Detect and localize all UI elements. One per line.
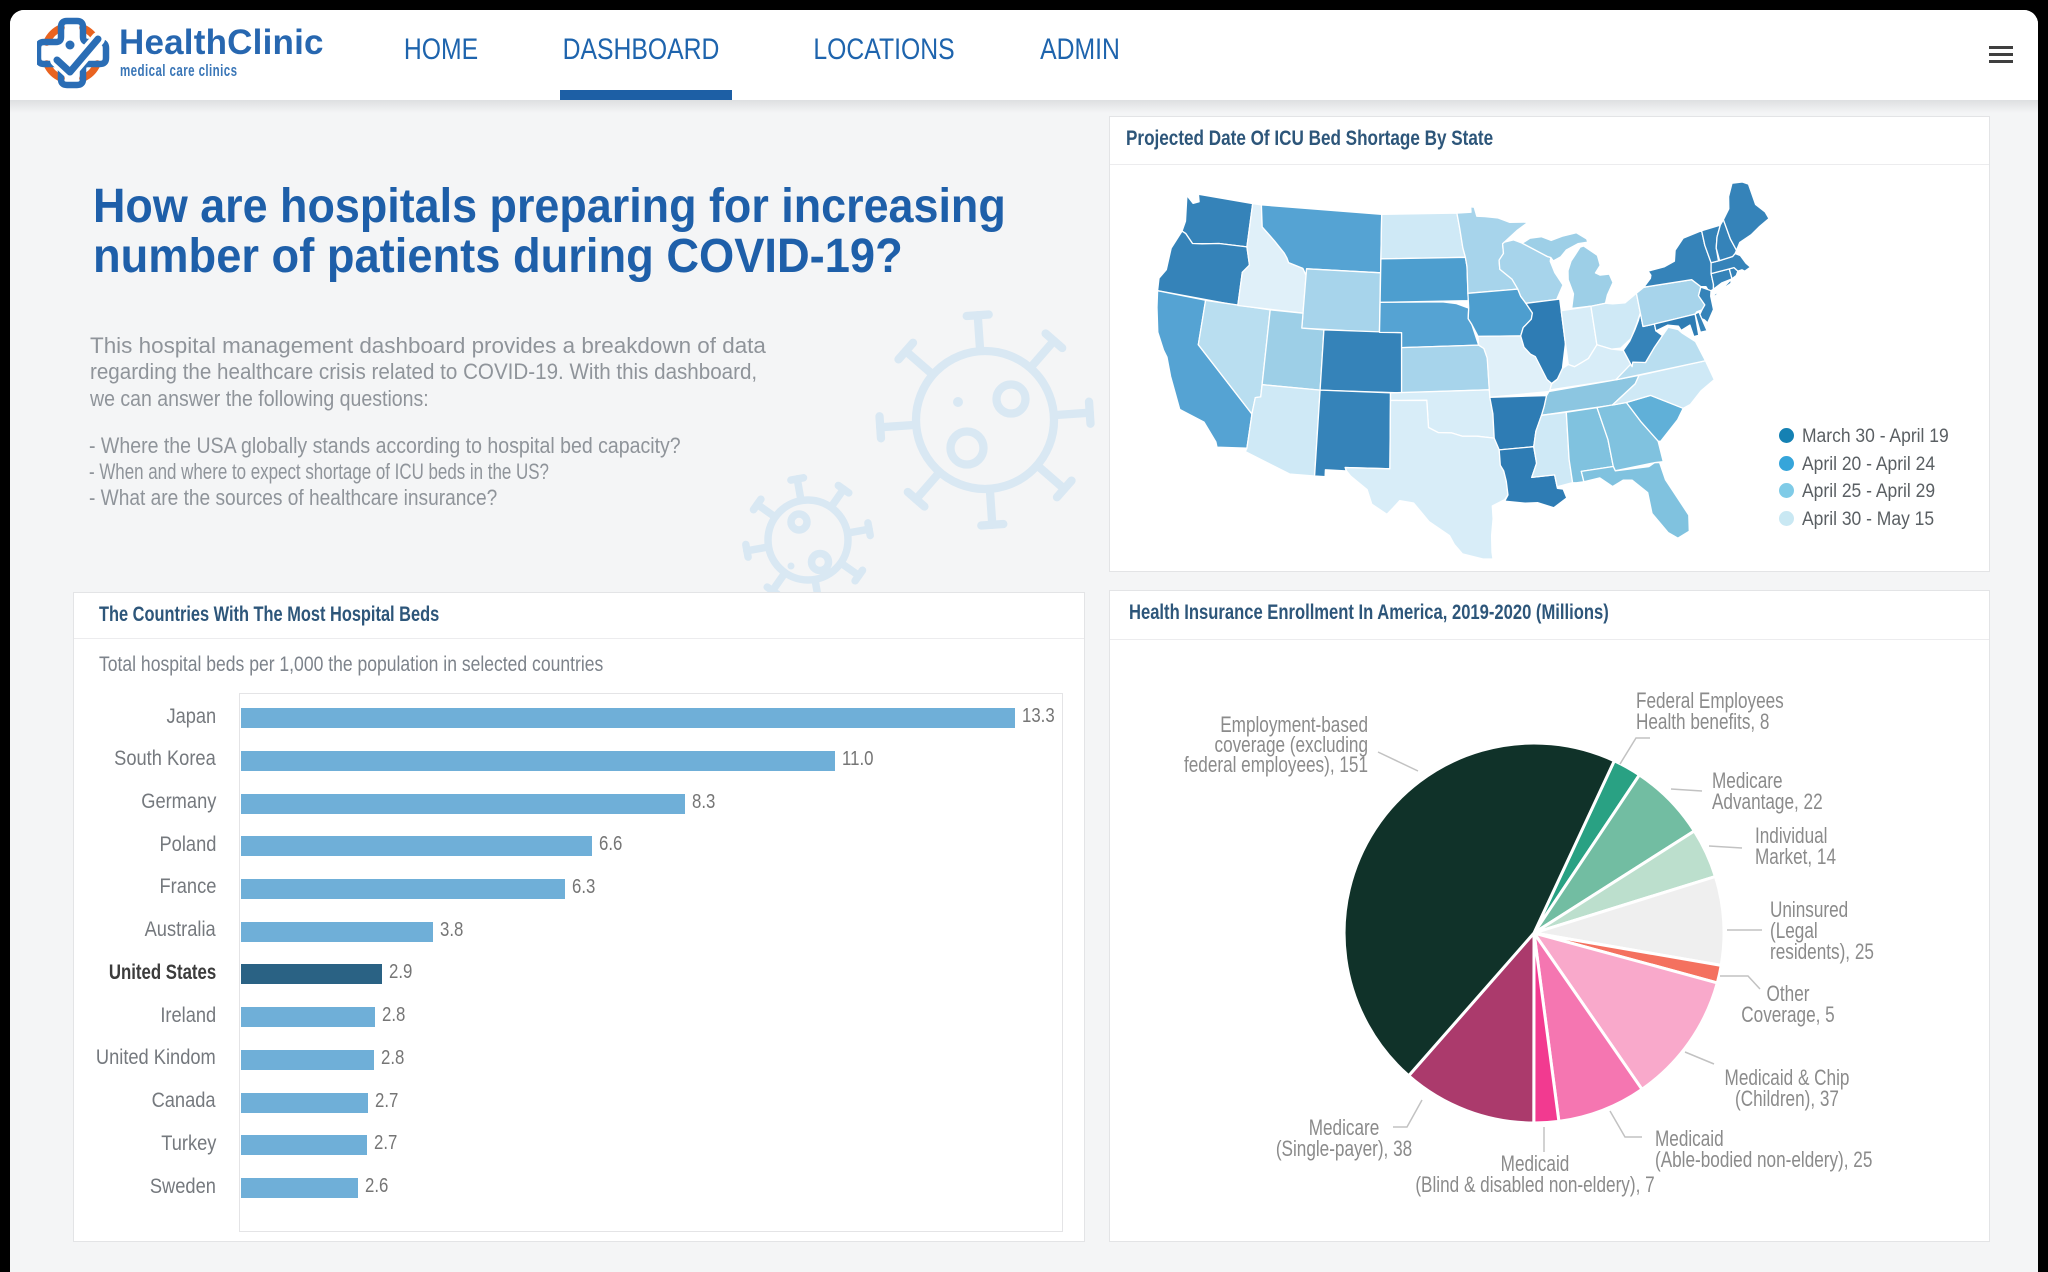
svg-text:Health benefits, 8: Health benefits, 8 [1636, 710, 1770, 735]
svg-text:Individual: Individual [1755, 824, 1827, 849]
svg-text:Coverage, 5: Coverage, 5 [1741, 1003, 1834, 1028]
svg-text:federal employees), 151: federal employees), 151 [1184, 753, 1368, 778]
svg-text:Medicare: Medicare [1712, 769, 1783, 794]
svg-text:Medicaid: Medicaid [1501, 1152, 1570, 1177]
svg-text:(Children), 37: (Children), 37 [1735, 1087, 1839, 1112]
svg-text:Advantage, 22: Advantage, 22 [1712, 790, 1823, 815]
svg-text:Medicare: Medicare [1309, 1116, 1380, 1141]
svg-text:(Able-bodied non-eldery), 25: (Able-bodied non-eldery), 25 [1655, 1148, 1872, 1173]
svg-text:Medicaid & Chip: Medicaid & Chip [1725, 1066, 1850, 1091]
svg-text:(Single-payer), 38: (Single-payer), 38 [1276, 1137, 1412, 1162]
svg-text:coverage (excluding: coverage (excluding [1214, 733, 1368, 758]
svg-text:Other: Other [1767, 982, 1810, 1007]
svg-text:Federal Employees: Federal Employees [1636, 689, 1784, 714]
svg-text:Market, 14: Market, 14 [1755, 845, 1836, 870]
svg-text:(Legal: (Legal [1770, 919, 1818, 944]
svg-text:Medicaid: Medicaid [1655, 1127, 1724, 1152]
svg-text:Employment-based: Employment-based [1220, 713, 1368, 738]
svg-text:residents), 25: residents), 25 [1770, 940, 1874, 965]
svg-text:(Blind & disabled non-eldery),: (Blind & disabled non-eldery), 7 [1415, 1173, 1654, 1198]
svg-text:Uninsured: Uninsured [1770, 898, 1848, 923]
